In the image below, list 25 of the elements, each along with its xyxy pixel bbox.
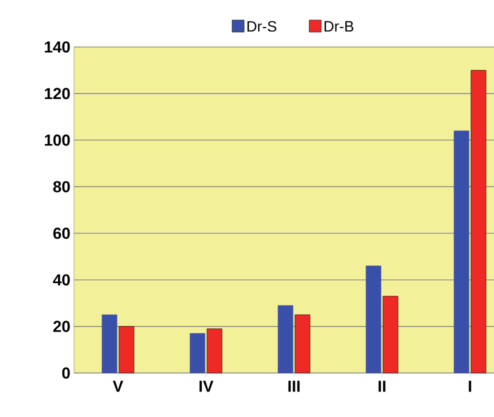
x-tick-label: II	[378, 380, 386, 392]
x-tick-label: I	[468, 380, 472, 392]
bar	[102, 314, 118, 374]
bar	[206, 328, 222, 374]
legend-label: Dr-B	[324, 21, 354, 32]
x-tick-label: V	[112, 380, 124, 392]
y-tick-label: 20	[53, 320, 70, 332]
bar	[278, 305, 294, 374]
bar	[366, 266, 382, 374]
y-tick-label: 120	[44, 88, 70, 100]
bar	[118, 326, 134, 374]
bar	[454, 130, 470, 374]
y-tick-label: 80	[53, 181, 70, 192]
y-tick-label: 40	[52, 274, 70, 286]
y-tick-label: 140	[44, 41, 70, 53]
bar	[294, 314, 310, 374]
x-tick-label: IV	[200, 380, 214, 392]
legend-label: Dr-S	[248, 21, 276, 32]
bar	[190, 333, 206, 374]
bar	[470, 70, 486, 374]
y-tick-label: 100	[44, 134, 70, 146]
y-tick-label: 60	[53, 228, 70, 239]
x-tick-label: III	[288, 380, 300, 392]
bar	[382, 296, 398, 374]
y-tick-label: 0	[62, 367, 70, 379]
